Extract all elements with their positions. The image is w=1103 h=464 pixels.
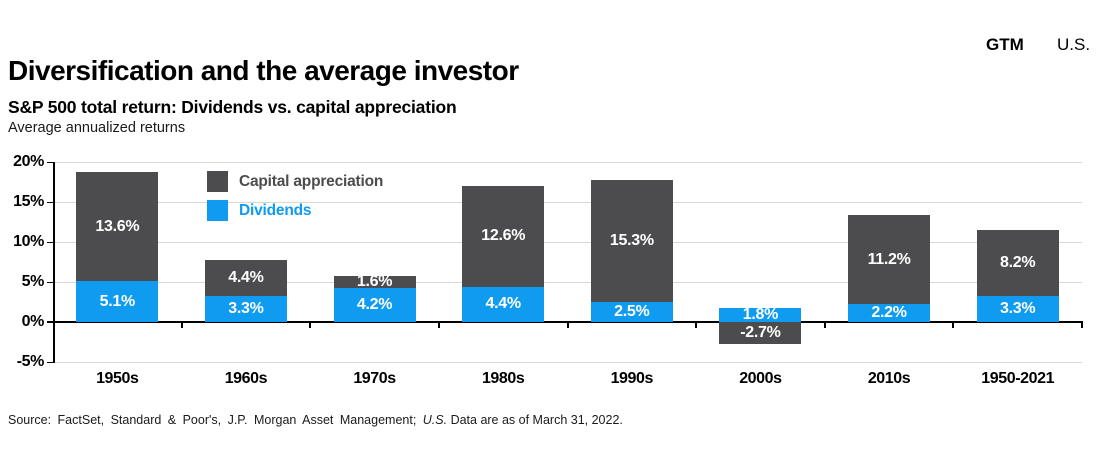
y-axis-label: 5% [21, 273, 45, 290]
bar-value-label: 1.6% [356, 273, 393, 290]
chart-title: S&P 500 total return: Dividends vs. capi… [8, 97, 457, 117]
bar-value-label: 15.3% [609, 231, 654, 249]
legend-label: Capital appreciation [239, 172, 384, 190]
x-axis-category-label: 1970s [353, 370, 396, 387]
bar-segment-capital-appreciation: 1.6% [333, 273, 416, 290]
gridline [53, 282, 1082, 283]
bar-value-label: 5.1% [99, 292, 136, 310]
x-axis-tick [823, 321, 826, 328]
y-axis-label: 10% [13, 233, 44, 250]
bar-value-label: 4.2% [356, 296, 393, 314]
bar-segment-dividends: 2.5% [590, 302, 673, 322]
y-axis-line [53, 162, 55, 363]
x-axis-tick [180, 321, 183, 328]
x-axis-category-label: 1980s [481, 370, 525, 387]
bar-value-label: 1.8% [742, 305, 779, 323]
y-axis-tick [47, 202, 53, 203]
bar-value-label: 13.6% [95, 217, 140, 235]
y-axis-label: 20% [13, 153, 44, 170]
legend-swatch [207, 200, 228, 221]
bar-value-label: 8.2% [1000, 253, 1036, 271]
source-date-text: Data are as of March 31, 2022. [447, 413, 623, 427]
x-axis-tick [695, 321, 698, 328]
legend-item-capital-appreciation: Capital appreciation [207, 171, 383, 192]
y-axis-tick [47, 282, 53, 283]
x-axis-tick [566, 321, 569, 328]
source-text: Source: FactSet, Standard & Poor's, J.P.… [8, 413, 423, 427]
bar-segment-capital-appreciation: 4.4% [204, 260, 287, 296]
y-axis-tick [47, 242, 53, 243]
bar-value-label: 2.2% [871, 304, 907, 322]
x-axis-category-label: 2010s [867, 370, 911, 387]
bar-value-label: 4.4% [228, 268, 264, 286]
gridline [53, 162, 1082, 163]
x-axis-category-label: 2000s [739, 370, 782, 387]
chart-subtitle: Average annualized returns [8, 120, 186, 136]
y-axis-label: -5% [16, 353, 45, 370]
bar-value-label: 3.3% [228, 299, 264, 317]
x-axis-tick [1081, 321, 1083, 328]
y-axis-tick [47, 362, 53, 363]
bar-value-label: 3.3% [1000, 299, 1036, 317]
bar-segment-dividends: 4.2% [333, 288, 416, 322]
bar-segment-capital-appreciation: 11.2% [848, 214, 931, 305]
bar-segment-capital-appreciation: -2.7% [719, 322, 802, 344]
bar-segment-dividends: 3.3% [204, 295, 287, 322]
y-axis-tick [47, 162, 53, 163]
gridline [53, 242, 1082, 243]
bar-segment-dividends: 5.1% [76, 281, 159, 322]
x-axis-tick [309, 321, 312, 328]
region-label: U.S. [1057, 35, 1091, 54]
chart-legend: Capital appreciation Dividends [207, 171, 383, 229]
bar-segment-capital-appreciation: 8.2% [976, 230, 1059, 296]
y-axis-label: 0% [21, 313, 45, 330]
bar-value-label: -2.7% [740, 323, 781, 341]
bar-segment-capital-appreciation: 12.6% [462, 186, 545, 287]
x-axis-tick [952, 321, 955, 328]
y-axis-tick [47, 321, 53, 323]
x-axis-category-label: 1990s [610, 370, 654, 387]
page-title: Diversification and the average investor [8, 55, 519, 86]
bar-value-label: 11.2% [867, 250, 911, 268]
bar-value-label: 2.5% [614, 303, 650, 320]
legend-item-dividends: Dividends [207, 200, 383, 221]
x-axis-category-label: 1960s [224, 370, 268, 387]
source-note: Source: FactSet, Standard & Poor's, J.P.… [8, 413, 623, 427]
source-region-italic: U.S. [422, 413, 448, 427]
gridline [53, 362, 1082, 363]
legend-swatch [207, 171, 228, 192]
gridline [53, 202, 1082, 203]
legend-label: Dividends [239, 201, 312, 219]
gtm-logo-label: GTM [986, 35, 1024, 54]
y-axis-label: 15% [13, 193, 44, 210]
bar-segment-dividends: 1.8% [719, 305, 802, 323]
bar-segment-dividends: 3.3% [976, 295, 1059, 322]
bar-value-label: 4.4% [485, 295, 522, 313]
bar-segment-dividends: 2.2% [848, 304, 931, 322]
x-axis-category-label: 1950-2021 [981, 370, 1055, 387]
bar-segment-capital-appreciation: 13.6% [76, 172, 159, 282]
bar-segment-dividends: 4.4% [462, 286, 545, 322]
bar-value-label: 12.6% [481, 227, 526, 245]
x-axis-tick [437, 321, 440, 328]
bar-segment-capital-appreciation: 15.3% [590, 179, 673, 302]
x-axis-category-label: 1950s [96, 370, 139, 387]
